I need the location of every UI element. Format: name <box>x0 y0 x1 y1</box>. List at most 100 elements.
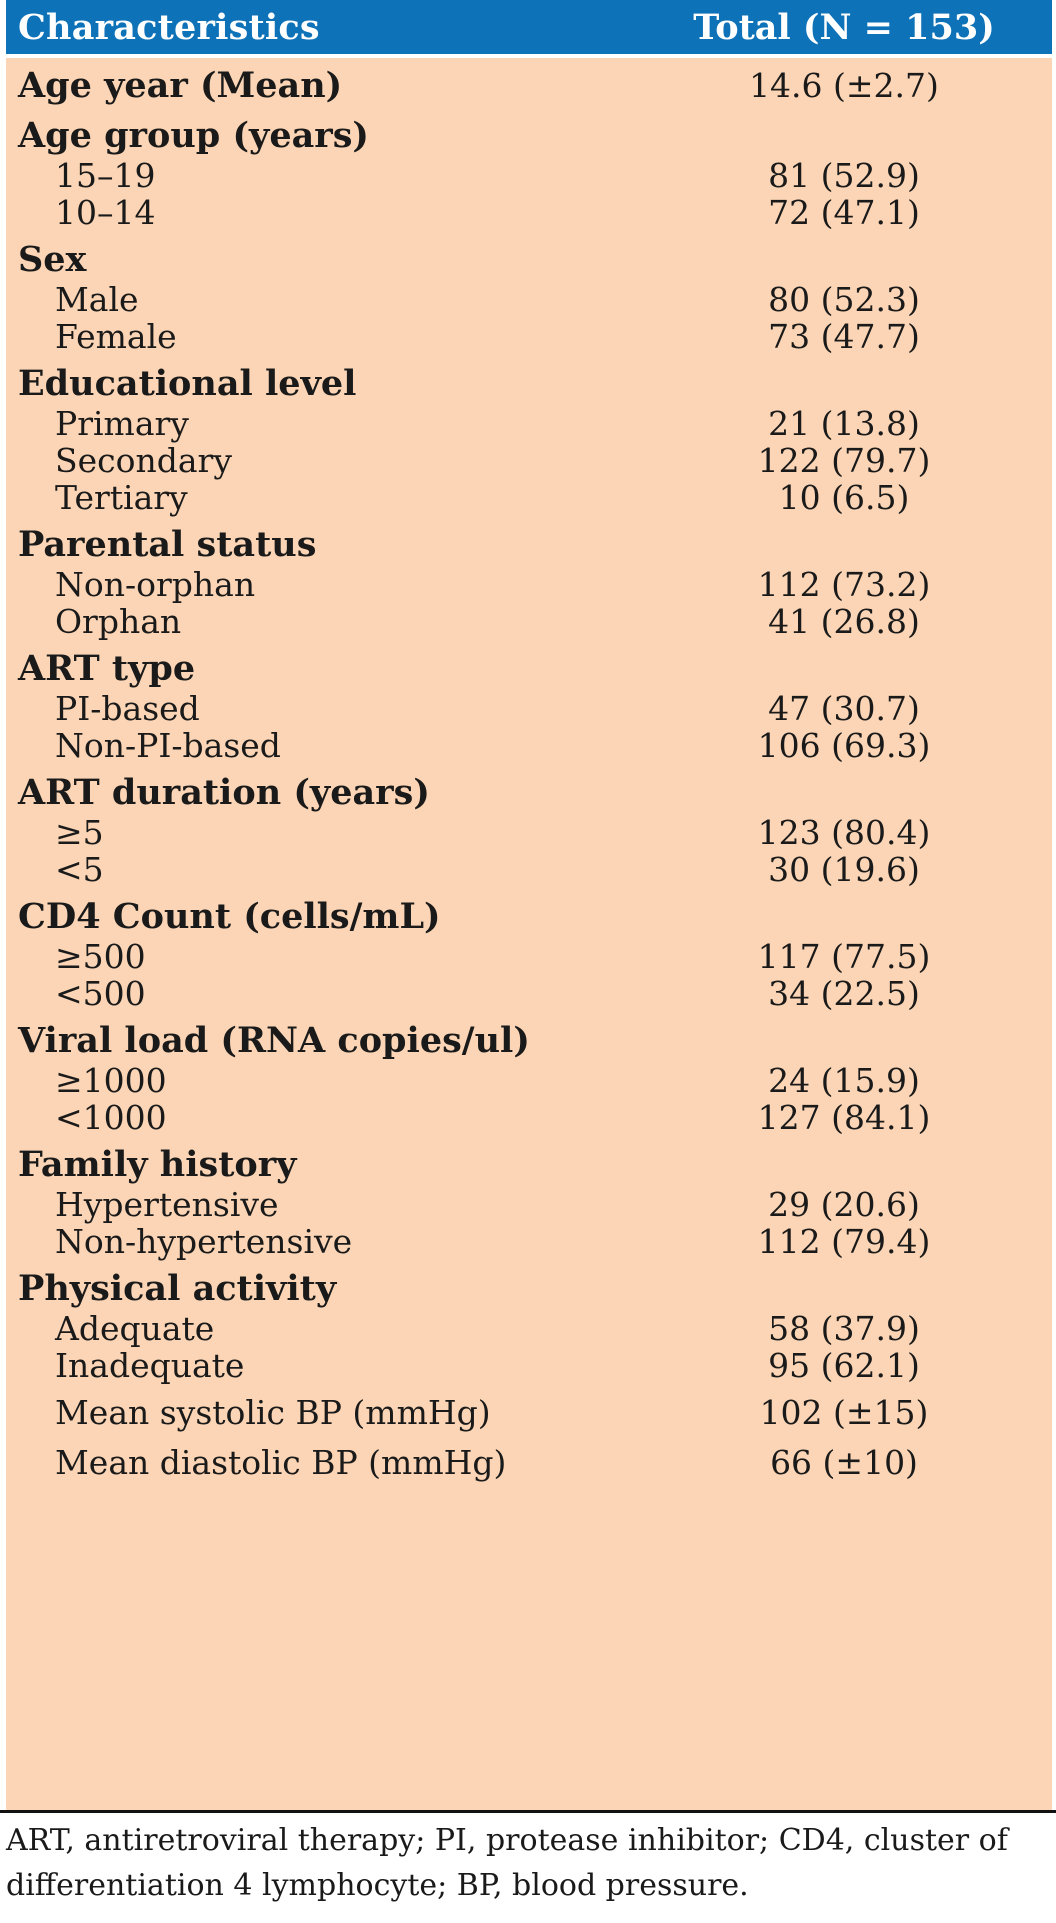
row-label: Orphan <box>55 601 182 641</box>
row-value: 34 (22.5) <box>768 973 920 1013</box>
table-row: Primary 21 (13.8) <box>6 400 1052 446</box>
table-row: Non-hypertensive 112 (79.4) <box>6 1218 1052 1264</box>
table-row: Age group (years) <box>6 112 1052 158</box>
row-value: 106 (69.3) <box>757 725 931 765</box>
table-row: Mean systolic BP (mmHg) 102 (±15) <box>6 1389 1052 1435</box>
row-group-label: ART type <box>18 647 196 689</box>
row-label: 15–19 <box>55 155 156 195</box>
row-label: Inadequate <box>55 1345 245 1385</box>
table-row: Age year (Mean) 14.6 (±2.7) <box>6 62 1052 108</box>
row-label: Mean diastolic BP (mmHg) <box>55 1442 507 1482</box>
header-total: Total (N = 153) <box>693 6 995 48</box>
table-row: Family history <box>6 1141 1052 1187</box>
table-row: 15–19 81 (52.9) <box>6 152 1052 198</box>
table-row: Parental status <box>6 521 1052 567</box>
row-value: 29 (20.6) <box>768 1184 920 1224</box>
table-row: Mean diastolic BP (mmHg) 66 (±10) <box>6 1439 1052 1485</box>
row-value: 102 (±15) <box>759 1392 929 1432</box>
row-value: 47 (30.7) <box>768 688 920 728</box>
row-value: 112 (79.4) <box>757 1221 931 1261</box>
row-label: <1000 <box>55 1097 167 1137</box>
footnote-divider <box>0 1810 1056 1813</box>
table-row: 10–14 72 (47.1) <box>6 189 1052 235</box>
row-value: 123 (80.4) <box>757 812 931 852</box>
table-row: Orphan 41 (26.8) <box>6 598 1052 644</box>
table-row: Viral load (RNA copies/ul) <box>6 1017 1052 1063</box>
row-group-label: Parental status <box>18 523 317 565</box>
row-value: 112 (73.2) <box>757 564 931 604</box>
row-value: 21 (13.8) <box>768 403 920 443</box>
row-label: PI-based <box>55 688 200 728</box>
table-row: Educational level <box>6 360 1052 406</box>
row-group-label: Age group (years) <box>18 114 369 156</box>
table-row: Hypertensive 29 (20.6) <box>6 1181 1052 1227</box>
row-label: Male <box>55 279 139 319</box>
row-label: Non-hypertensive <box>55 1221 353 1261</box>
table-header-row: Characteristics Total (N = 153) <box>6 0 1052 58</box>
row-group-label: ART duration (years) <box>18 771 430 813</box>
row-value: 24 (15.9) <box>768 1060 920 1100</box>
row-label: Tertiary <box>55 477 188 517</box>
row-label: ≥5 <box>55 812 104 852</box>
table-row: <500 34 (22.5) <box>6 970 1052 1016</box>
row-value: 72 (47.1) <box>768 192 920 232</box>
row-label: <5 <box>55 849 104 889</box>
table-row: ART type <box>6 645 1052 691</box>
row-label: ≥1000 <box>55 1060 167 1100</box>
row-value: 80 (52.3) <box>768 279 920 319</box>
row-label: Adequate <box>55 1308 215 1348</box>
row-label: Non-PI-based <box>55 725 281 765</box>
table-row: Secondary 122 (79.7) <box>6 437 1052 483</box>
table-row: ≥500 117 (77.5) <box>6 933 1052 979</box>
row-value: 73 (47.7) <box>768 316 920 356</box>
table-row: Tertiary 10 (6.5) <box>6 474 1052 520</box>
row-group-label: Educational level <box>18 362 357 404</box>
row-value: 41 (26.8) <box>768 601 920 641</box>
row-label: Non-orphan <box>55 564 256 604</box>
table-row: Adequate 58 (37.9) <box>6 1305 1052 1351</box>
table-row: CD4 Count (cells/mL) <box>6 893 1052 939</box>
characteristics-table: Characteristics Total (N = 153) Age year… <box>6 0 1052 1810</box>
row-value: 122 (79.7) <box>757 440 931 480</box>
row-value: 117 (77.5) <box>757 936 931 976</box>
row-value: 14.6 (±2.7) <box>749 65 939 105</box>
row-label: <500 <box>55 973 146 1013</box>
row-value: 66 (±10) <box>770 1442 918 1482</box>
row-value: 10 (6.5) <box>778 477 910 517</box>
table-body: Age year (Mean) 14.6 (±2.7) Age group (yea… <box>6 58 1052 1810</box>
row-label: Hypertensive <box>55 1184 279 1224</box>
row-group-label: Age year (Mean) <box>18 64 343 106</box>
table-row: <1000 127 (84.1) <box>6 1094 1052 1140</box>
row-label: Secondary <box>55 440 232 480</box>
row-value: 58 (37.9) <box>768 1308 920 1348</box>
row-group-label: CD4 Count (cells/mL) <box>18 895 441 937</box>
table-row: Physical activity <box>6 1265 1052 1311</box>
table-row: PI-based 47 (30.7) <box>6 685 1052 731</box>
table-footnote: ART, antiretroviral therapy; PI, proteas… <box>6 1823 1008 1903</box>
row-value: 95 (62.1) <box>768 1345 920 1385</box>
row-label: 10–14 <box>55 192 156 232</box>
row-group-label: Family history <box>18 1143 297 1185</box>
table-row: ART duration (years) <box>6 769 1052 815</box>
row-label: ≥500 <box>55 936 146 976</box>
table-row: <5 30 (19.6) <box>6 846 1052 892</box>
row-group-label: Physical activity <box>18 1267 337 1309</box>
header-characteristics: Characteristics <box>18 6 320 48</box>
row-label: Female <box>55 316 177 356</box>
table-row: Non-PI-based 106 (69.3) <box>6 722 1052 768</box>
row-label: Mean systolic BP (mmHg) <box>55 1392 491 1432</box>
table-row: Non-orphan 112 (73.2) <box>6 561 1052 607</box>
table-row: Male 80 (52.3) <box>6 276 1052 322</box>
table-row: ≥5 123 (80.4) <box>6 809 1052 855</box>
row-value: 81 (52.9) <box>768 155 920 195</box>
row-value: 30 (19.6) <box>768 849 920 889</box>
row-group-label: Sex <box>18 238 87 280</box>
row-value: 127 (84.1) <box>757 1097 931 1137</box>
row-group-label: Viral load (RNA copies/ul) <box>18 1019 530 1061</box>
row-label: Primary <box>55 403 189 443</box>
table-row: Inadequate 95 (62.1) <box>6 1342 1052 1388</box>
table-row: Sex <box>6 236 1052 282</box>
table-row: Female 73 (47.7) <box>6 313 1052 359</box>
table-row: ≥1000 24 (15.9) <box>6 1057 1052 1103</box>
